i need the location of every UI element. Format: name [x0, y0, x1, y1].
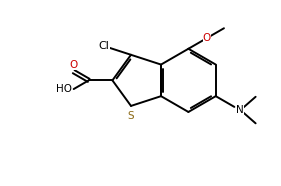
- Text: N: N: [236, 105, 244, 115]
- Text: O: O: [69, 60, 77, 70]
- Text: Cl: Cl: [99, 41, 109, 51]
- Text: HO: HO: [56, 84, 72, 94]
- Text: S: S: [128, 111, 134, 121]
- Text: O: O: [203, 33, 211, 43]
